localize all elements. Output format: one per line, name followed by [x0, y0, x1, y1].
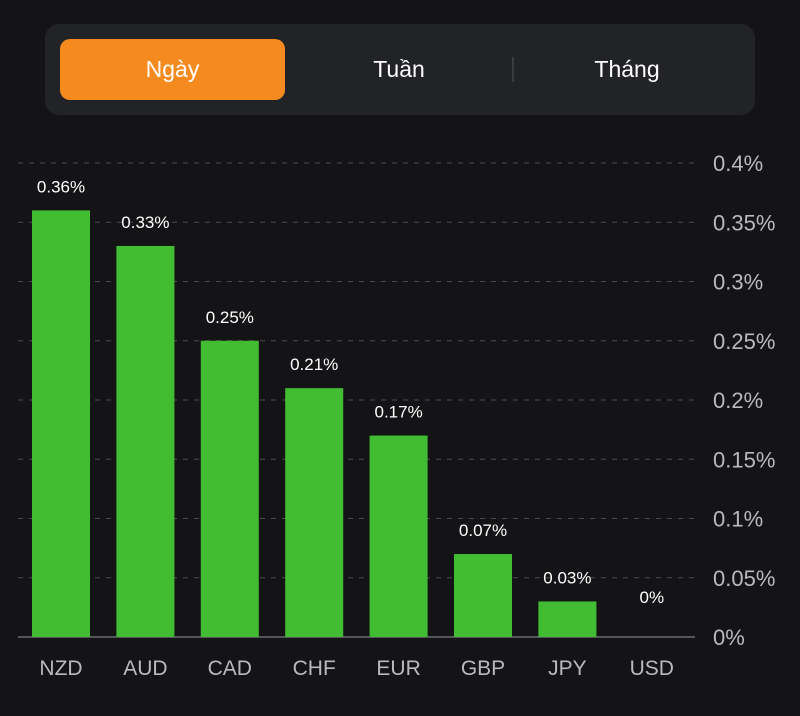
y-tick-label: 0.3% — [713, 270, 763, 295]
y-tick-label: 0.05% — [713, 566, 775, 591]
bar-chf — [285, 388, 344, 637]
bar-cad — [200, 340, 259, 637]
y-tick-label: 0.1% — [713, 507, 763, 532]
data-label: 0.17% — [374, 403, 422, 422]
y-tick-label: 0.4% — [713, 151, 763, 176]
y-tick-label: 0.15% — [713, 447, 775, 472]
bar-aud — [116, 245, 175, 637]
x-tick-label: JPY — [548, 657, 587, 680]
data-label: 0.33% — [121, 213, 169, 232]
data-label: 0.36% — [37, 177, 85, 196]
bar-nzd — [32, 210, 90, 637]
x-tick-label: CHF — [293, 657, 336, 680]
x-tick-label: AUD — [123, 657, 167, 680]
y-tick-label: 0.2% — [713, 388, 763, 413]
tab-week[interactable]: Tuần — [373, 56, 425, 82]
x-tick-label: USD — [630, 657, 674, 680]
data-label: 0.21% — [290, 355, 338, 374]
data-label: 0% — [640, 588, 665, 607]
tab-day[interactable]: Ngày — [60, 39, 285, 100]
x-tick-label: EUR — [376, 657, 420, 680]
y-tick-label: 0.35% — [713, 210, 775, 235]
y-tick-label: 0.25% — [713, 329, 775, 354]
data-label: 0.25% — [206, 308, 254, 327]
y-tick-label: 0% — [713, 625, 745, 650]
x-tick-label: CAD — [208, 657, 252, 680]
x-tick-label: GBP — [461, 657, 505, 680]
bar-jpy — [538, 601, 597, 637]
tab-month[interactable]: Tháng — [594, 56, 660, 82]
x-tick-label: NZD — [39, 657, 82, 680]
tab-divider — [512, 57, 514, 82]
period-selector: Ngày Tuần Tháng — [45, 24, 755, 115]
bar-eur — [369, 435, 428, 637]
bar-gbp — [454, 554, 512, 637]
data-label: 0.03% — [543, 568, 591, 587]
data-label: 0.07% — [459, 521, 507, 540]
